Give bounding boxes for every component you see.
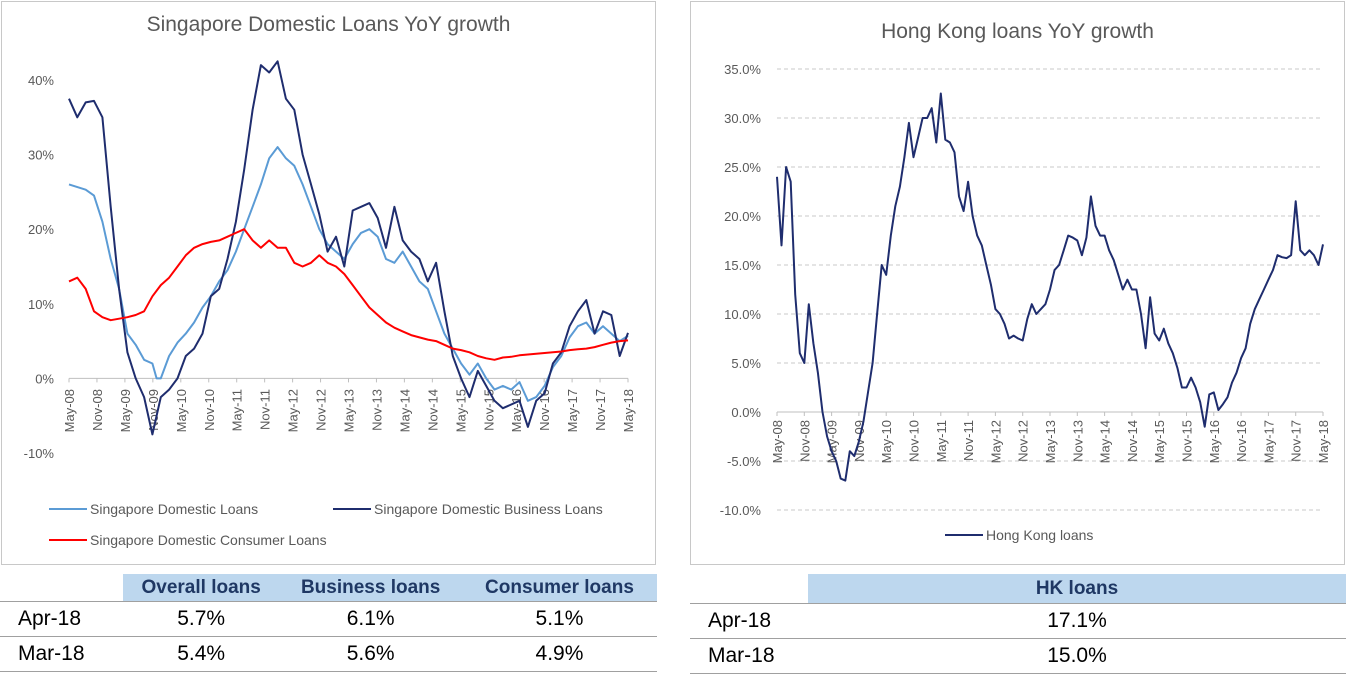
table-row: Apr-18 17.1%: [690, 603, 1346, 639]
x-tick-label: May-18: [1316, 420, 1331, 463]
x-tick-label: May-18: [621, 389, 636, 432]
y-tick-label: -5.0%: [727, 454, 761, 469]
y-tick-label: 10.0%: [724, 307, 761, 322]
table-row: Mar-18 5.4% 5.6% 4.9%: [0, 636, 657, 672]
x-tick-label: May-09: [825, 420, 840, 463]
hong-kong-chart-panel: Hong Kong loans YoY growth 35.0% 30.0% 25.0…: [690, 1, 1345, 565]
x-tick-label: May-15: [453, 389, 468, 432]
x-tick-label: Nov-15: [1180, 420, 1195, 462]
x-tick-label: Nov-17: [1289, 420, 1304, 462]
chart-title: Hong Kong loans YoY growth: [881, 20, 1154, 43]
table-cell: 5.6%: [279, 636, 462, 672]
singapore-chart-panel: Singapore Domestic Loans YoY growth 40% 30…: [1, 1, 656, 565]
y-tick-label: 0%: [35, 371, 54, 386]
table-cell: 6.1%: [279, 601, 462, 637]
x-tick-label: Nov-16: [1234, 420, 1249, 462]
y-tick-label: 20.0%: [724, 209, 761, 224]
x-tick-label: May-16: [1207, 420, 1222, 463]
table-header-row: HK loans: [690, 574, 1346, 604]
table-header-consumer: Consumer loans: [461, 574, 657, 602]
table-cell: 15.0%: [808, 638, 1346, 674]
y-tick-label: 25.0%: [724, 160, 761, 175]
x-tick-label: May-14: [1098, 420, 1113, 463]
hong-kong-loans-table: HK loans Apr-18 17.1% Mar-18 15.0%: [690, 574, 1346, 674]
x-tick-label: Nov-13: [1070, 420, 1085, 462]
y-tick-label: 5.0%: [731, 356, 761, 371]
y-tick-label: 40%: [28, 73, 54, 88]
y-tick-label: 0.0%: [731, 405, 761, 420]
table-cell: 4.9%: [461, 636, 657, 672]
series-line: [68, 60, 629, 436]
table-header-blank: [0, 574, 123, 602]
x-tick-label: Nov-12: [314, 389, 329, 431]
x-tick-label: May-10: [879, 420, 894, 463]
series-line: [68, 228, 629, 361]
y-tick-label: 35.0%: [724, 62, 761, 77]
x-tick-label: May-08: [770, 420, 785, 463]
x-tick-label: May-11: [230, 389, 245, 431]
y-tick-label: -10.0%: [720, 503, 762, 518]
x-tick-label: Nov-16: [537, 389, 552, 431]
chart-title: Singapore Domestic Loans YoY growth: [147, 13, 511, 36]
legend-label: Singapore Domestic Consumer Loans: [90, 532, 327, 548]
table-header-business: Business loans: [279, 574, 462, 602]
y-tick-label: 15.0%: [724, 258, 761, 273]
table-row: Apr-18 5.7% 6.1% 5.1%: [0, 601, 657, 637]
x-tick-label: Nov-11: [258, 389, 273, 430]
y-tick-label: 30%: [28, 148, 54, 163]
table-cell: 5.4%: [123, 636, 280, 672]
x-tick-label: May-11: [934, 420, 949, 462]
table-header-row: Overall loans Business loans Consumer lo…: [0, 574, 657, 602]
x-tick-label: May-15: [1152, 420, 1167, 463]
x-tick-label: Nov-08: [90, 389, 105, 431]
row-label: Mar-18: [0, 636, 123, 672]
x-tick-label: May-08: [62, 389, 77, 432]
x-tick-label: May-12: [988, 420, 1003, 463]
x-tick-label: Nov-10: [202, 389, 217, 431]
table-cell: 5.7%: [123, 601, 280, 637]
x-tick-label: Nov-08: [797, 420, 812, 462]
series-line: [68, 146, 629, 402]
x-tick-label: May-17: [565, 389, 580, 432]
singapore-loans-table: Overall loans Business loans Consumer lo…: [0, 574, 657, 672]
x-tick-label: Nov-17: [593, 389, 608, 431]
x-tick-label: May-17: [1261, 420, 1276, 463]
x-tick-label: Nov-14: [1125, 420, 1140, 462]
x-tick-label: May-13: [1043, 420, 1058, 463]
x-tick-label: Nov-12: [1016, 420, 1031, 462]
legend-label: Singapore Domestic Loans: [90, 501, 258, 517]
hong-kong-chart: Hong Kong loans YoY growth 35.0% 30.0% 25.0…: [720, 20, 1331, 543]
row-label: Mar-18: [690, 638, 808, 674]
x-tick-label: Nov-10: [907, 420, 922, 462]
row-label: Apr-18: [690, 603, 808, 639]
y-tick-label: 10%: [28, 297, 54, 312]
legend-label: Singapore Domestic Business Loans: [374, 501, 603, 517]
series-line: [776, 92, 1324, 482]
row-label: Apr-18: [0, 601, 123, 637]
table-cell: 5.1%: [461, 601, 657, 637]
legend-label: Hong Kong loans: [986, 527, 1093, 543]
table-cell: 17.1%: [808, 603, 1346, 639]
x-tick-label: May-13: [342, 389, 357, 432]
y-tick-label: 30.0%: [724, 111, 761, 126]
x-tick-label: May-16: [509, 389, 524, 432]
singapore-chart: Singapore Domestic Loans YoY growth 40% 30…: [24, 13, 636, 548]
table-row: Mar-18 15.0%: [690, 638, 1346, 674]
y-tick-label: -10%: [24, 446, 55, 461]
x-tick-label: Nov-15: [481, 389, 496, 431]
table-header-blank: [690, 574, 808, 604]
x-tick-label: Nov-14: [425, 389, 440, 431]
x-tick-label: May-09: [118, 389, 133, 432]
table-header-hk: HK loans: [808, 574, 1346, 604]
y-tick-label: 20%: [28, 222, 54, 237]
x-tick-label: May-10: [174, 389, 189, 432]
table-header-overall: Overall loans: [123, 574, 280, 602]
x-tick-label: Nov-13: [369, 389, 384, 431]
x-tick-label: May-12: [286, 389, 301, 432]
x-tick-label: May-14: [397, 389, 412, 432]
x-tick-label: Nov-11: [961, 420, 976, 461]
